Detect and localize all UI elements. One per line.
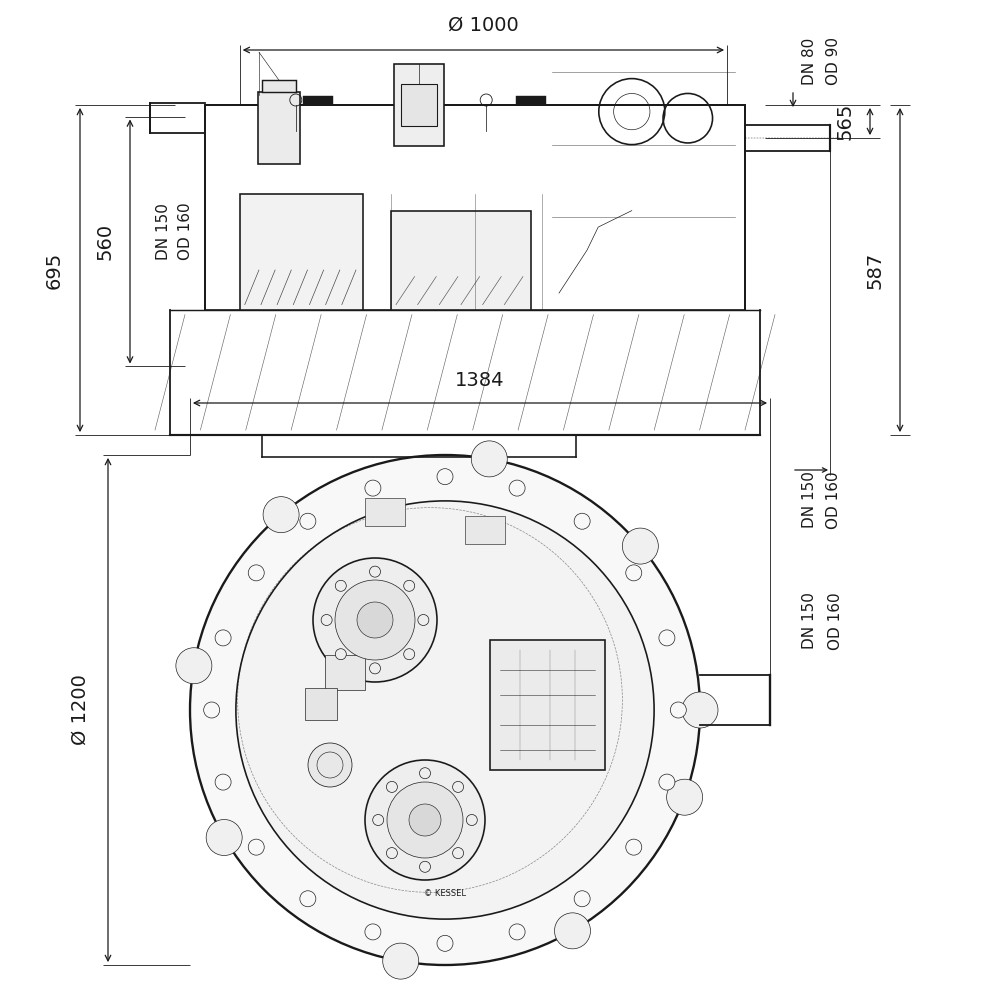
Text: OD 160: OD 160 — [178, 203, 192, 260]
FancyArrow shape — [303, 96, 333, 104]
FancyBboxPatch shape — [394, 64, 444, 146]
Text: 695: 695 — [45, 251, 64, 289]
Circle shape — [176, 648, 212, 684]
Text: 565: 565 — [835, 103, 854, 140]
Circle shape — [215, 630, 231, 646]
Circle shape — [420, 768, 430, 779]
Circle shape — [300, 891, 316, 907]
Text: OD 160: OD 160 — [826, 471, 840, 529]
Circle shape — [357, 602, 393, 638]
Bar — [258, 92, 300, 164]
Text: 587: 587 — [865, 251, 884, 289]
Text: OD 90: OD 90 — [826, 37, 840, 85]
Circle shape — [437, 469, 453, 485]
Text: 560: 560 — [95, 223, 114, 260]
Circle shape — [370, 566, 380, 577]
Text: DN 150: DN 150 — [802, 472, 818, 528]
Ellipse shape — [190, 455, 700, 965]
Circle shape — [509, 480, 525, 496]
Circle shape — [659, 630, 675, 646]
Circle shape — [373, 814, 384, 826]
Circle shape — [248, 565, 264, 581]
Circle shape — [670, 702, 686, 718]
Circle shape — [370, 663, 380, 674]
Circle shape — [453, 848, 464, 859]
Bar — [490, 640, 605, 770]
Circle shape — [453, 781, 464, 792]
Bar — [262, 80, 296, 92]
Circle shape — [409, 804, 441, 836]
Circle shape — [554, 913, 590, 949]
Circle shape — [420, 861, 430, 872]
Circle shape — [626, 565, 642, 581]
Circle shape — [365, 480, 381, 496]
Circle shape — [404, 649, 415, 660]
Text: Ø 1000: Ø 1000 — [448, 16, 519, 35]
Circle shape — [300, 513, 316, 529]
Circle shape — [204, 702, 220, 718]
Bar — [465, 516, 505, 544]
Bar — [401, 84, 437, 126]
Text: 1384: 1384 — [455, 371, 505, 390]
Circle shape — [215, 774, 231, 790]
Text: Ø 1200: Ø 1200 — [71, 675, 90, 745]
Circle shape — [206, 820, 242, 856]
Circle shape — [622, 528, 658, 564]
Text: DN 150: DN 150 — [802, 592, 818, 649]
Circle shape — [365, 760, 485, 880]
Text: DN 80: DN 80 — [802, 38, 818, 85]
Bar — [365, 498, 405, 526]
Circle shape — [365, 924, 381, 940]
Circle shape — [471, 441, 507, 477]
Circle shape — [574, 891, 590, 907]
Text: © KESSEL: © KESSEL — [424, 889, 466, 898]
Circle shape — [574, 513, 590, 529]
Circle shape — [626, 839, 642, 855]
Circle shape — [321, 614, 332, 626]
Circle shape — [466, 814, 477, 826]
Text: OD 160: OD 160 — [828, 592, 843, 650]
Circle shape — [335, 649, 346, 660]
Circle shape — [682, 692, 718, 728]
Bar — [391, 211, 531, 310]
Circle shape — [667, 779, 703, 815]
Ellipse shape — [236, 501, 654, 919]
Circle shape — [313, 558, 437, 682]
Circle shape — [659, 774, 675, 790]
Circle shape — [263, 497, 299, 533]
Bar — [325, 655, 365, 690]
FancyArrow shape — [516, 96, 546, 104]
Circle shape — [386, 781, 397, 792]
Circle shape — [383, 943, 419, 979]
Circle shape — [248, 839, 264, 855]
Text: DN 150: DN 150 — [156, 203, 170, 260]
Circle shape — [418, 614, 429, 626]
Circle shape — [335, 580, 415, 660]
Circle shape — [404, 580, 415, 591]
Circle shape — [509, 924, 525, 940]
Circle shape — [437, 935, 453, 951]
Circle shape — [387, 782, 463, 858]
Circle shape — [386, 848, 397, 859]
Bar — [240, 194, 363, 310]
Bar — [305, 688, 337, 720]
Circle shape — [335, 580, 346, 591]
Circle shape — [308, 743, 352, 787]
